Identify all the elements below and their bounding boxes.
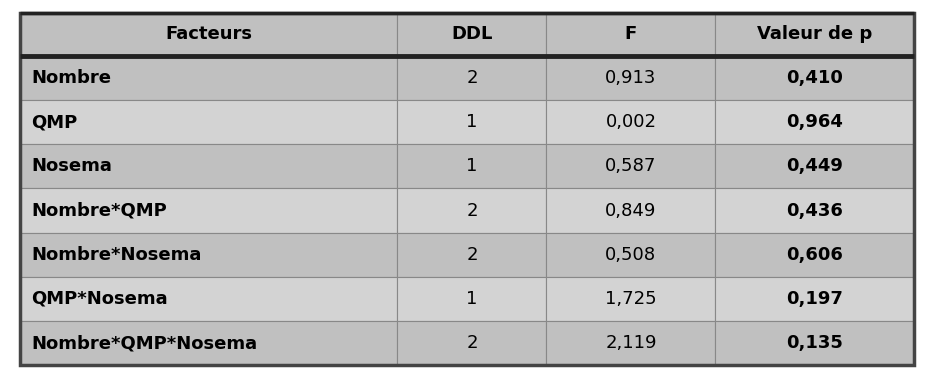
- Text: 1: 1: [466, 113, 477, 131]
- Bar: [546, 188, 715, 232]
- Bar: [20, 321, 398, 366]
- Bar: [546, 100, 715, 144]
- Bar: [20, 232, 398, 277]
- Bar: [715, 188, 914, 232]
- Bar: [20, 188, 398, 232]
- Text: 2: 2: [466, 246, 477, 264]
- Text: 0,449: 0,449: [786, 157, 843, 175]
- Bar: [398, 321, 546, 366]
- Text: Valeur de p: Valeur de p: [757, 25, 872, 43]
- Text: 2: 2: [466, 201, 477, 220]
- Bar: [398, 100, 546, 144]
- Bar: [715, 56, 914, 100]
- Text: 0,002: 0,002: [605, 113, 657, 131]
- Bar: [398, 12, 546, 56]
- Bar: [715, 232, 914, 277]
- Bar: [546, 277, 715, 321]
- Text: Nombre: Nombre: [31, 69, 111, 87]
- Text: QMP*Nosema: QMP*Nosema: [31, 290, 168, 308]
- Bar: [715, 277, 914, 321]
- Bar: [398, 188, 546, 232]
- Text: 2: 2: [466, 69, 477, 87]
- Text: 0,849: 0,849: [605, 201, 657, 220]
- Text: QMP: QMP: [31, 113, 78, 131]
- Text: 0,606: 0,606: [786, 246, 843, 264]
- Bar: [20, 12, 398, 56]
- Bar: [398, 56, 546, 100]
- Bar: [398, 144, 546, 188]
- Bar: [20, 56, 398, 100]
- Bar: [398, 277, 546, 321]
- Text: Nombre*Nosema: Nombre*Nosema: [31, 246, 202, 264]
- Bar: [546, 321, 715, 366]
- Text: 2,119: 2,119: [605, 334, 657, 352]
- Bar: [715, 321, 914, 366]
- Text: F: F: [625, 25, 637, 43]
- Text: Facteurs: Facteurs: [165, 25, 252, 43]
- Text: Nombre*QMP: Nombre*QMP: [31, 201, 167, 220]
- Bar: [546, 144, 715, 188]
- Text: Nosema: Nosema: [31, 157, 112, 175]
- Text: 0,964: 0,964: [786, 113, 843, 131]
- Text: 0,587: 0,587: [605, 157, 657, 175]
- Bar: [20, 144, 398, 188]
- Text: Nombre*QMP*Nosema: Nombre*QMP*Nosema: [31, 334, 257, 352]
- Bar: [546, 12, 715, 56]
- Text: 0,436: 0,436: [786, 201, 843, 220]
- Text: 0,410: 0,410: [786, 69, 843, 87]
- Text: 2: 2: [466, 334, 477, 352]
- Text: DDL: DDL: [451, 25, 492, 43]
- Text: 1: 1: [466, 157, 477, 175]
- Bar: [715, 12, 914, 56]
- Bar: [20, 100, 398, 144]
- Bar: [398, 232, 546, 277]
- Text: 1,725: 1,725: [605, 290, 657, 308]
- Text: 0,135: 0,135: [786, 334, 843, 352]
- Bar: [715, 100, 914, 144]
- Text: 0,913: 0,913: [605, 69, 657, 87]
- Text: 0,197: 0,197: [786, 290, 843, 308]
- Text: 1: 1: [466, 290, 477, 308]
- Text: 0,508: 0,508: [605, 246, 657, 264]
- Bar: [546, 56, 715, 100]
- Bar: [715, 144, 914, 188]
- Bar: [20, 277, 398, 321]
- Bar: [546, 232, 715, 277]
